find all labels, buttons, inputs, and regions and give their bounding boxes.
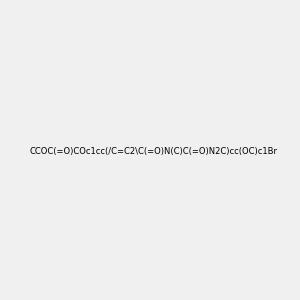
Text: CCOC(=O)COc1cc(/C=C2\C(=O)N(C)C(=O)N2C)cc(OC)c1Br: CCOC(=O)COc1cc(/C=C2\C(=O)N(C)C(=O)N2C)c… xyxy=(30,147,278,156)
